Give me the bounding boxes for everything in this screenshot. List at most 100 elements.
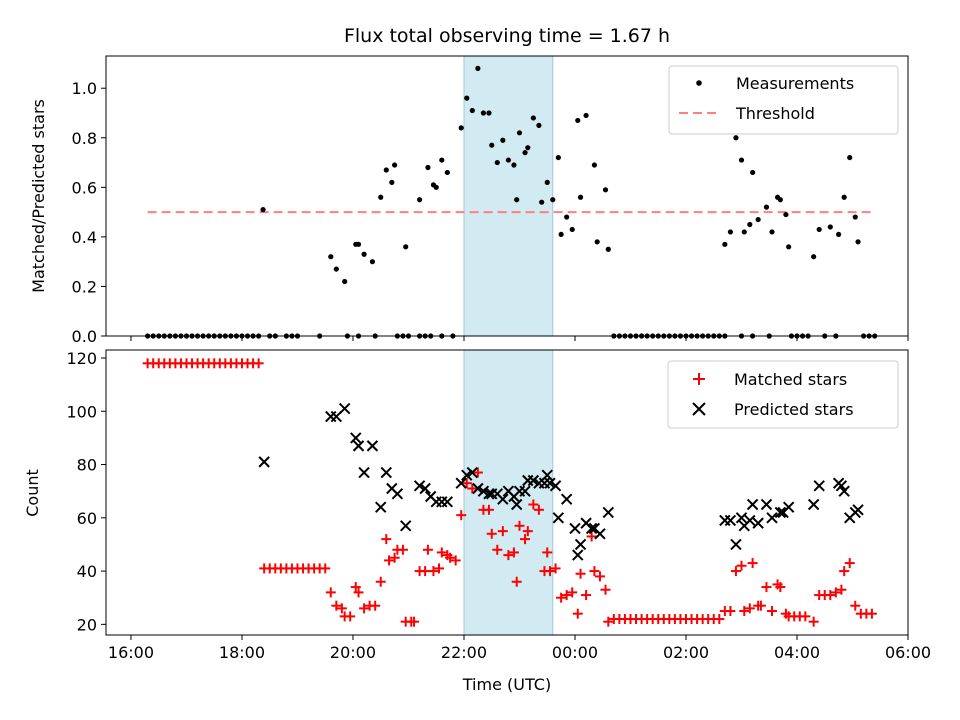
matched-star-point: [345, 611, 356, 622]
x-tick-label: 00:00: [552, 643, 598, 662]
matched-star-point: [486, 528, 497, 539]
bottom-axes-frame: [105, 349, 909, 636]
legend-predicted-marker: [692, 402, 706, 416]
measurement-point: [777, 197, 783, 203]
bottom-y-axis-label: Count: [23, 469, 42, 517]
matched-star-point: [375, 576, 386, 587]
matched-star-point: [389, 552, 400, 563]
matched-star-point: [808, 616, 819, 627]
measurement-point: [605, 246, 611, 252]
predicted-star-point: [782, 501, 795, 513]
matched-star-point: [839, 566, 850, 577]
bottom-y-tick-label: 20: [77, 615, 97, 634]
matched-star-point: [522, 526, 533, 537]
matched-star-point: [520, 534, 531, 545]
measurement-point: [836, 231, 842, 238]
measurement-point: [355, 241, 362, 247]
bottom-legend: Matched stars Predicted stars: [667, 360, 899, 429]
measurement-point: [602, 187, 609, 193]
measurement-point: [383, 167, 389, 173]
predicted-star-point: [760, 498, 773, 511]
measurement-point: [475, 65, 481, 71]
matched-star-point: [572, 608, 583, 619]
predicted-star-point: [477, 485, 490, 497]
matched-star-point: [556, 592, 567, 603]
predicted-star-point: [602, 506, 614, 519]
predicted-star-point: [441, 496, 454, 508]
legend-matched-label: Matched stars: [734, 370, 847, 389]
measurement-point: [361, 251, 367, 257]
matched-star-point: [739, 606, 750, 617]
measurement-point: [480, 110, 487, 116]
matched-star-point: [528, 499, 539, 510]
matched-star-point: [456, 510, 467, 521]
measurement-point: [811, 254, 817, 260]
predicted-star-point: [455, 477, 467, 489]
x-tick-label: 22:00: [441, 643, 487, 662]
measurement-point: [558, 231, 564, 238]
predicted-star-point: [752, 517, 764, 529]
matched-star-point: [467, 483, 478, 494]
predicted-star-point: [430, 496, 442, 508]
matched-star-point: [483, 504, 494, 515]
matched-star-point: [767, 606, 778, 617]
top-y-tick-label: 0.8: [72, 129, 97, 148]
measurement-point: [747, 221, 753, 228]
measurement-point: [260, 207, 266, 213]
predicted-star-point: [400, 520, 412, 532]
measurement-point: [594, 239, 600, 245]
measurement-point: [403, 244, 409, 250]
legend-measurements-label: Measurements: [736, 74, 854, 93]
measurement-point: [444, 169, 450, 176]
matched-star-point: [589, 566, 600, 577]
predicted-star-point: [569, 522, 581, 535]
matched-star-point: [836, 584, 847, 595]
top-y-tick-label: 1.0: [72, 79, 97, 98]
matched-star-point: [747, 558, 758, 569]
measurement-point: [514, 197, 520, 203]
bottom-y-tick-label: 40: [77, 562, 97, 581]
predicted-star-point: [497, 493, 509, 505]
matched-star-point: [511, 576, 522, 587]
bottom-y-tick-label: 100: [66, 402, 97, 421]
measurement-point: [749, 169, 756, 176]
matched-star-point: [744, 603, 755, 614]
predicted-star-point: [350, 432, 362, 444]
predicted-star-point: [574, 538, 587, 551]
matched-star-point: [436, 547, 447, 558]
x-tick-label: 04:00: [774, 643, 820, 662]
measurement-point: [539, 199, 545, 205]
measurement-point: [525, 145, 531, 151]
predicted-star-point: [391, 488, 404, 500]
matched-star-point: [461, 478, 472, 489]
measurement-point: [769, 229, 775, 235]
matched-star-point: [567, 587, 578, 598]
measurement-point: [564, 214, 570, 220]
predicted-star-point: [461, 469, 473, 481]
predicted-star-point: [744, 514, 756, 527]
predicted-star-point: [358, 466, 370, 479]
measurement-point: [591, 162, 598, 168]
predicted-star-point: [807, 498, 820, 511]
chart-title: Flux total observing time = 1.67 h: [344, 25, 670, 47]
matched-star-point: [755, 600, 766, 611]
predicted-star-point: [544, 477, 556, 489]
top-y-tick-label: 0.4: [72, 228, 97, 247]
top-plot: 0.0 0.2 0.4 0.6 0.8 1.0 Matched/Predicted sta…: [29, 55, 909, 346]
predicted-star-point: [541, 469, 553, 481]
matched-star-point: [725, 606, 736, 617]
predicted-star-point: [483, 488, 495, 500]
measurement-point: [550, 197, 556, 203]
matched-star-point: [381, 534, 392, 545]
measurement-point: [342, 278, 348, 285]
predicted-star-point: [338, 402, 351, 415]
matched-star-point: [353, 587, 364, 598]
matched-star-point: [445, 552, 456, 563]
matched-star-point: [492, 544, 503, 555]
measurement-point: [500, 137, 506, 143]
x-tick-label: 06:00: [885, 643, 931, 662]
matched-star-point: [830, 587, 841, 598]
matched-star-point: [397, 544, 408, 555]
matched-star-point: [545, 566, 556, 577]
measurement-point: [416, 197, 423, 203]
